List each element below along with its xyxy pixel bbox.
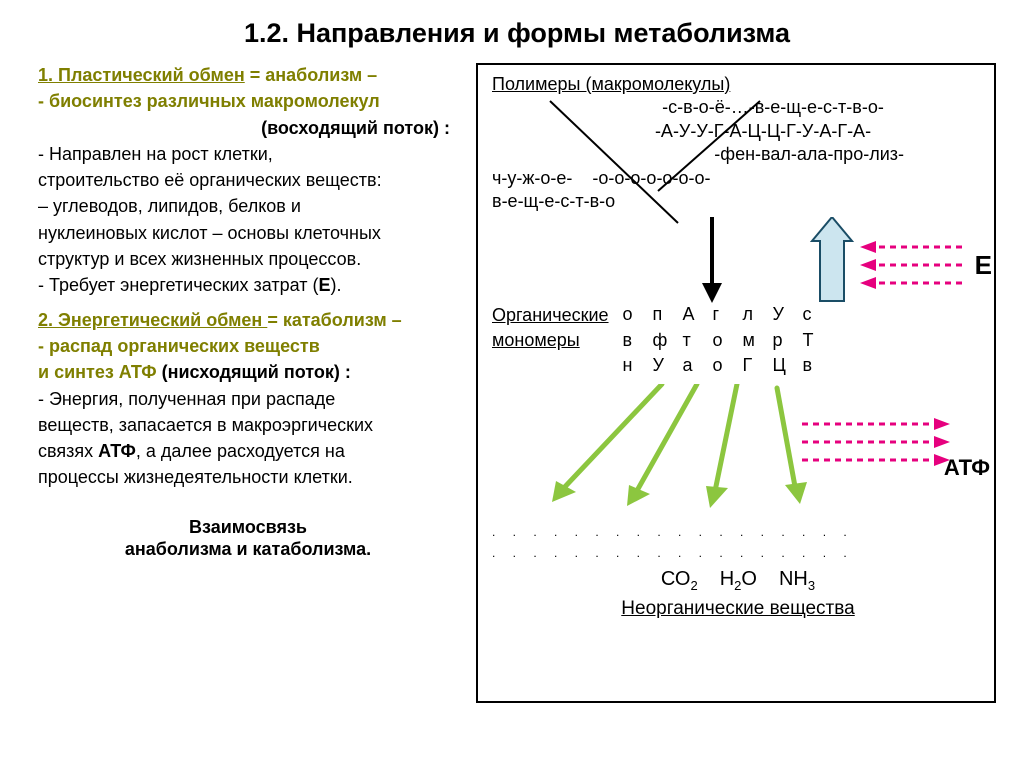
polymer-line2: -А-У-У-Г-А-Ц-Ц-Г-У-А-Г-А- [492,120,984,143]
polymer-line4b: -о-о-о-о-о-о-о- [592,167,710,190]
inorganic-row: СО2 Н2О NН3 [492,566,984,595]
monomer-cell: р [773,329,799,352]
monomer-cell: Г [743,354,769,377]
body2b: веществ, запасается в макроэргических [38,413,458,437]
polymers-label: Полимеры (макромолекулы) [492,73,984,96]
monomer-cell: м [743,329,769,352]
descending-flow-label: (нисходящий поток) : [162,362,351,382]
monomer-cell: в [623,329,649,352]
polymer-line5: в-е-щ-е-с-т-в-о [492,190,984,213]
energy-heading-a: 2. Энергетический обмен [38,310,267,330]
body1e: структур и всех жизненных процессов. [38,247,458,271]
monomers-section: Органические мономеры опАглУсвфтомрТнУао… [492,303,984,377]
nh3: NН3 [779,566,815,595]
monomer-cell: У [653,354,679,377]
diagram-box: Полимеры (макромолекулы) -с-в-о-ё-…-в-е-… [476,63,996,703]
energy-heading: 2. Энергетический обмен = катаболизм – [38,308,458,332]
dots-row1: . . . . . . . . . . . . . . . . . . [492,525,984,541]
body1f-e: Е [319,275,331,295]
monomer-cell: о [713,329,739,352]
footer2: анаболизма и катаболизма. [125,539,371,559]
monomer-cell: а [683,354,709,377]
polymer-line3: -фен-вал-ала-про-лиз- [492,143,984,166]
interrelation-block: Взаимосвязь анаболизма и катаболизма. [38,516,458,561]
monomer-grid: опАглУсвфтомрТнУаоГЦв [623,303,829,377]
body2c-atp: АТФ [98,441,136,461]
dots-row2: . . . . . . . . . . . . . . . . . . [492,546,984,562]
monomer-cell: в [803,354,829,377]
body2c-pre: связях [38,441,98,461]
inorganic-label: Неорганические вещества [492,597,984,622]
energy-subheading: - распад органических веществ [38,334,458,358]
body2c-post: , а далее расходуется на [136,441,345,461]
body1a: - Направлен на рост клетки, [38,142,458,166]
monomer-cell: о [713,354,739,377]
energy-e-label: Е [975,249,992,283]
body1b: строительство её органических веществ: [38,168,458,192]
polymer-line4a: ч-у-ж-о-е- [492,167,572,190]
polymer-line4: ч-у-ж-о-е- -о-о-о-о-о-о-о- [492,167,984,190]
atp-output-label: АТФ [944,454,990,483]
monomers-label2: мономеры [492,328,609,352]
body1c: – углеводов, липидов, белков и [38,194,458,218]
body2c: связях АТФ, а далее расходуется на [38,439,458,463]
plastic-heading: 1. Пластический обмен = анаболизм – [38,63,458,87]
left-column: 1. Пластический обмен = анаболизм – - би… [38,63,458,561]
ascending-flow-label: (восходящий поток) : [38,116,458,140]
body2d: процессы жизнедеятельности клетки. [38,465,458,489]
monomer-cell: Ц [773,354,799,377]
co2: СО2 [661,566,698,595]
monomer-cell: Т [803,329,829,352]
plastic-subheading: - биосинтез различных макромолекул [38,89,458,113]
monomer-cell: ф [653,329,679,352]
body1f: - Требует энергетических затрат (Е). [38,273,458,297]
atp-synth-label: и синтез АТФ [38,362,162,382]
body1d: нуклеиновых кислот – основы клеточных [38,221,458,245]
polymer-line1: -с-в-о-ё-…-в-е-щ-е-с-т-в-о- [492,96,984,119]
plastic-heading-a: 1. Пластический обмен [38,65,245,85]
energy-heading-b: = катаболизм – [267,310,401,330]
h2o: Н2О [720,566,757,595]
body2a: - Энергия, полученная при распаде [38,387,458,411]
lower-arrows: АТФ [492,384,984,519]
monomer-cell: н [623,354,649,377]
descending-flow-row: и синтез АТФ (нисходящий поток) : [38,360,458,384]
middle-arrows: Е [492,217,984,297]
slide-title: 1.2. Направления и формы метаболизма [38,18,996,49]
monomer-cell: т [683,329,709,352]
body1f-pre: - Требует энергетических затрат ( [38,275,319,295]
footer1: Взаимосвязь [189,517,307,537]
plastic-heading-b: = анаболизм – [245,65,377,85]
polymer-lines: -с-в-о-ё-…-в-е-щ-е-с-т-в-о- -А-У-У-Г-А-Ц… [492,96,984,213]
body1f-post: ). [331,275,342,295]
